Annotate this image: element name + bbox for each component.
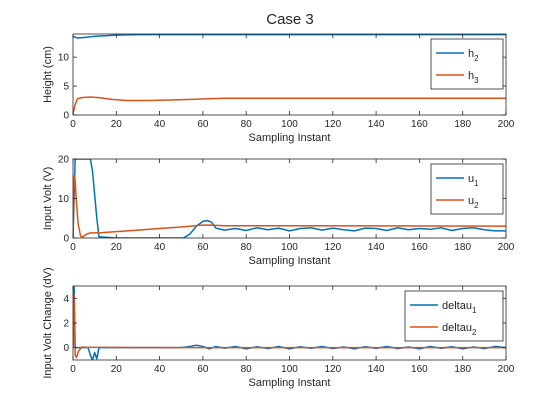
x-tick-label: 40	[154, 119, 166, 130]
y-tick-label: 2	[63, 319, 69, 330]
x-tick-label: 140	[368, 242, 385, 253]
series-group	[73, 286, 506, 360]
legend-label-deltau2: deltau2	[442, 322, 477, 337]
x-axis-label: Sampling Instant	[249, 132, 331, 144]
y-tick-label: 10	[58, 53, 70, 64]
x-tick-label: 160	[411, 119, 428, 130]
series-group	[73, 159, 506, 238]
y-axis-label: Input Volt (V)	[42, 167, 54, 231]
x-tick-label: 0	[70, 364, 76, 375]
figure-title: Case 3	[266, 11, 314, 28]
x-tick-label: 60	[197, 364, 209, 375]
legend-label-u2: u2	[468, 195, 479, 210]
x-tick-label: 180	[454, 242, 471, 253]
x-tick-label: 60	[197, 119, 209, 130]
x-tick-label: 200	[498, 364, 515, 375]
x-axis-label: Sampling Instant	[249, 377, 331, 389]
legend-label-h3: h3	[468, 70, 479, 85]
subplot-3: 0 20 40 60 80 100 120 140 160 180 200 0 2 4 Sampling I…	[42, 267, 515, 389]
legend-label-u1: u1	[468, 173, 479, 188]
x-tick-label: 120	[324, 364, 341, 375]
x-tick-label: 140	[368, 119, 385, 130]
x-tick-label: 200	[498, 242, 515, 253]
legend: deltau1 deltau2	[404, 290, 504, 342]
x-tick-label: 40	[154, 364, 166, 375]
x-axis-label: Sampling Instant	[249, 255, 331, 267]
y-tick-label: 10	[58, 194, 70, 205]
x-tick-label: 160	[411, 364, 428, 375]
y-tick-label: 5	[63, 82, 69, 93]
legend-box	[430, 38, 504, 90]
x-tick-label: 20	[111, 364, 123, 375]
y-tick-label: 0	[63, 343, 69, 354]
series-line-deltau2	[73, 293, 506, 359]
x-tick-label: 120	[324, 119, 341, 130]
x-tick-label: 200	[498, 119, 515, 130]
y-tick-label: 0	[63, 111, 69, 122]
y-tick-label: 20	[58, 155, 70, 166]
x-tick-label: 60	[197, 242, 209, 253]
x-tick-label: 20	[111, 242, 123, 253]
series-line-h3	[73, 96, 506, 115]
y-axis-label: Height (cm)	[42, 46, 54, 103]
x-tick-label: 180	[454, 119, 471, 130]
subplot-2: 0 20 40 60 80 100 120 140 160 180 200 0 10 20 Sampling…	[42, 155, 515, 268]
legend-box	[430, 163, 504, 215]
y-tick-label: 0	[63, 234, 69, 245]
x-tick-label: 80	[241, 119, 253, 130]
x-tick-label: 120	[324, 242, 341, 253]
x-tick-label: 100	[281, 119, 298, 130]
x-tick-label: 80	[241, 364, 253, 375]
legend-label-deltau1: deltau1	[442, 300, 477, 315]
x-tick-label: 80	[241, 242, 253, 253]
x-tick-label: 100	[281, 242, 298, 253]
y-tick-label: 4	[63, 294, 69, 305]
subplot-1: 0 20 40 60 80 100 120 140 160 180 200 0 5 10 Sampling …	[42, 33, 515, 144]
x-tick-label: 140	[368, 364, 385, 375]
legend-label-h2: h2	[468, 48, 479, 63]
x-tick-label: 180	[454, 364, 471, 375]
x-tick-label: 20	[111, 119, 123, 130]
x-tick-label: 0	[70, 242, 76, 253]
x-tick-label: 160	[411, 242, 428, 253]
x-tick-label: 40	[154, 242, 166, 253]
y-axis-label: Input Volt Change (dV)	[42, 267, 54, 378]
x-tick-label: 100	[281, 364, 298, 375]
x-tick-label: 0	[70, 119, 76, 130]
series-line-u2	[73, 174, 506, 238]
series-line-u1	[73, 159, 506, 238]
legend-box	[404, 290, 504, 342]
